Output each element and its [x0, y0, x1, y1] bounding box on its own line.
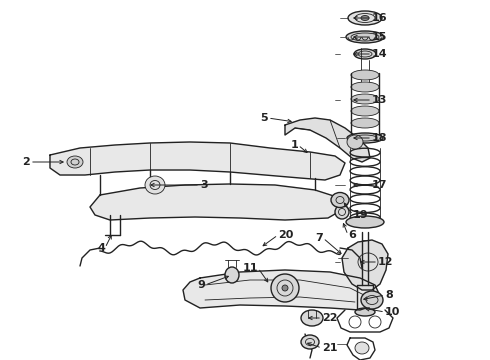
Text: 20: 20	[278, 230, 294, 240]
Text: 4: 4	[97, 243, 105, 253]
Ellipse shape	[351, 106, 379, 116]
Text: 14: 14	[372, 49, 388, 59]
Ellipse shape	[346, 216, 384, 228]
Text: 5: 5	[260, 113, 268, 123]
Polygon shape	[183, 270, 380, 310]
Ellipse shape	[351, 118, 379, 128]
Ellipse shape	[301, 335, 319, 349]
Ellipse shape	[351, 94, 379, 104]
Ellipse shape	[301, 310, 323, 326]
Text: 7: 7	[315, 233, 323, 243]
Ellipse shape	[271, 274, 299, 302]
Ellipse shape	[67, 156, 83, 168]
Text: 6: 6	[348, 230, 356, 240]
Text: 15: 15	[372, 32, 388, 42]
Text: 16: 16	[372, 13, 388, 23]
Text: 1: 1	[290, 140, 298, 150]
Text: 18: 18	[372, 133, 388, 143]
Ellipse shape	[355, 342, 369, 354]
Text: 17: 17	[372, 180, 388, 190]
Polygon shape	[90, 184, 342, 220]
Ellipse shape	[145, 176, 165, 194]
Ellipse shape	[331, 193, 349, 207]
Text: 22: 22	[322, 313, 338, 323]
Ellipse shape	[351, 70, 379, 80]
Ellipse shape	[361, 15, 369, 21]
Text: 10: 10	[385, 307, 400, 317]
Ellipse shape	[361, 291, 383, 309]
Text: 21: 21	[322, 343, 338, 353]
Ellipse shape	[355, 308, 375, 316]
Polygon shape	[342, 240, 388, 290]
Text: 11: 11	[243, 263, 258, 273]
Text: 19: 19	[353, 210, 368, 220]
Ellipse shape	[347, 135, 363, 149]
Ellipse shape	[282, 285, 288, 291]
Ellipse shape	[335, 205, 349, 219]
Text: 3: 3	[200, 180, 208, 190]
Polygon shape	[285, 118, 370, 162]
Ellipse shape	[346, 31, 384, 43]
Ellipse shape	[354, 49, 376, 59]
Text: 12: 12	[378, 257, 393, 267]
Ellipse shape	[225, 267, 239, 283]
Text: 2: 2	[22, 157, 30, 167]
Text: 9: 9	[197, 280, 205, 290]
Text: 8: 8	[385, 290, 393, 300]
Ellipse shape	[351, 82, 379, 92]
Ellipse shape	[348, 11, 382, 25]
Ellipse shape	[347, 133, 383, 143]
Polygon shape	[50, 142, 345, 180]
Text: 13: 13	[372, 95, 388, 105]
